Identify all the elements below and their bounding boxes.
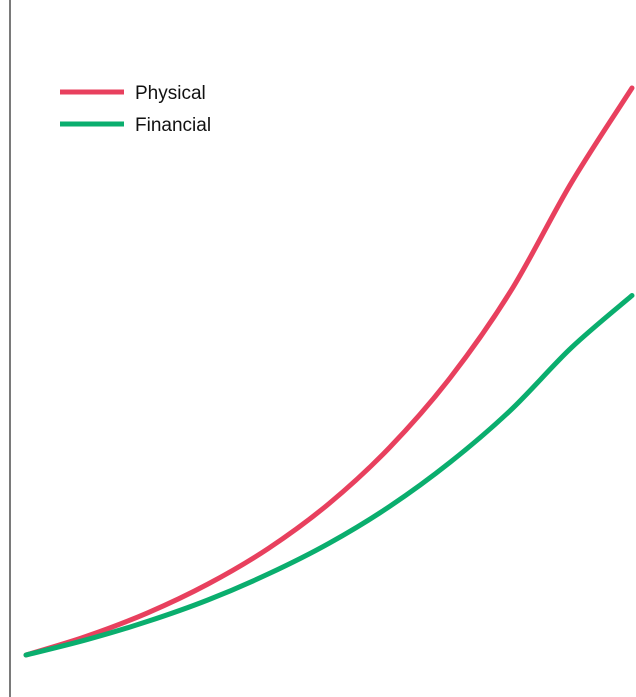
series-line-physical bbox=[23, 85, 635, 658]
legend-label-financial: Financial bbox=[135, 115, 211, 136]
series-group bbox=[23, 85, 635, 658]
legend-label-physical: Physical bbox=[135, 83, 206, 104]
series-line-financial bbox=[23, 293, 635, 658]
legend: Physical Financial bbox=[60, 83, 211, 136]
